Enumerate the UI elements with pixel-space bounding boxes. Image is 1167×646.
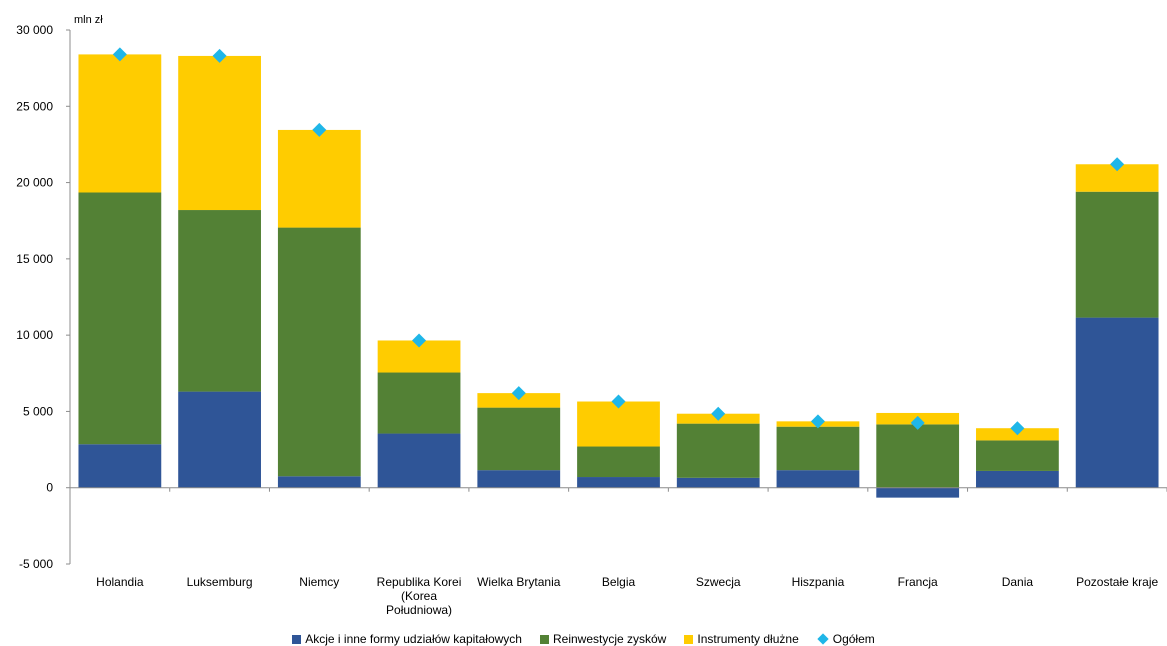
y-tick-label: 10 000 xyxy=(16,328,53,342)
total-marker xyxy=(112,47,127,62)
legend: Akcje i inne formy udziałów kapitałowych… xyxy=(0,632,1167,646)
bar-segment-equity xyxy=(676,477,760,488)
x-category-label: Pozostałe kraje xyxy=(1076,575,1158,589)
total-marker xyxy=(212,48,227,63)
y-unit-label: mln zł xyxy=(74,14,103,26)
bars-layer xyxy=(78,54,1159,498)
x-category-label: Niemcy xyxy=(299,575,339,589)
bar-segment-reinvested-earnings xyxy=(178,210,261,392)
total-marker xyxy=(312,122,327,137)
legend-label-reinvested-earnings: Reinwestycje zysków xyxy=(552,632,667,646)
bar-segment-equity xyxy=(776,470,860,488)
total-marker xyxy=(611,394,626,409)
bar-segment-reinvested-earnings xyxy=(477,407,561,471)
total-marker xyxy=(910,415,925,430)
bar-segment-reinvested-earnings xyxy=(776,426,860,471)
legend-item-total: Ogółem xyxy=(817,632,875,646)
y-tick-label: 20 000 xyxy=(16,176,53,190)
legend-label-total: Ogółem xyxy=(832,632,875,646)
legend-label-debt-instruments: Instrumenty dłużne xyxy=(697,632,799,646)
total-marker xyxy=(511,386,526,401)
legend-diamond-total xyxy=(817,633,829,645)
y-tick-label: 5 000 xyxy=(23,404,53,418)
bar-segment-equity xyxy=(1075,317,1159,488)
x-category-label: Republika Korei (Korea Południowa) xyxy=(377,575,462,617)
x-category-label: Belgia xyxy=(602,575,636,589)
y-tick-label: 0 xyxy=(46,481,53,495)
bar-segment-reinvested-earnings xyxy=(876,424,960,488)
x-category-label: Szwecja xyxy=(696,575,741,589)
x-category-label: Luksemburg xyxy=(187,575,253,589)
bar-segment-equity xyxy=(78,444,162,488)
bar-segment-equity xyxy=(876,487,960,498)
y-tick-label: 30 000 xyxy=(16,23,53,37)
bar-segment-reinvested-earnings xyxy=(976,440,1059,471)
bar-segment-equity xyxy=(577,477,660,488)
bar-segment-equity xyxy=(976,470,1059,488)
y-tick-label: -5 000 xyxy=(19,557,53,571)
x-category-label: Dania xyxy=(1002,575,1034,589)
x-category-label: Hiszpania xyxy=(792,575,845,589)
total-marker xyxy=(412,333,427,348)
bar-segment-reinvested-earnings xyxy=(277,227,361,477)
bar-segment-reinvested-earnings xyxy=(78,192,162,445)
bar-segment-debt-instruments xyxy=(78,54,162,193)
bar-segment-reinvested-earnings xyxy=(577,446,660,478)
total-marker xyxy=(1010,421,1025,436)
total-marker xyxy=(810,414,825,429)
y-tick-label: 25 000 xyxy=(16,99,53,113)
total-markers-layer xyxy=(112,47,1125,436)
y-tick-label: 15 000 xyxy=(16,252,53,266)
bar-segment-equity xyxy=(377,433,461,488)
x-category-label: Francja xyxy=(898,575,938,589)
y-axis: -5 000 0 5 000 10 000 15 000 20 000 25 000 30 0… xyxy=(16,23,71,571)
bar-segment-equity xyxy=(477,470,561,488)
legend-item-equity: Akcje i inne formy udziałów kapitałowych xyxy=(292,632,522,646)
legend-item-reinvested-earnings: Reinwestycje zysków xyxy=(539,632,667,646)
bar-segment-reinvested-earnings xyxy=(377,372,461,434)
bar-segment-debt-instruments xyxy=(577,401,660,447)
x-category-label: Wielka Brytania xyxy=(477,575,561,589)
bar-segment-reinvested-earnings xyxy=(1075,191,1159,318)
x-category-label: Holandia xyxy=(96,575,144,589)
bar-segment-debt-instruments xyxy=(277,129,361,228)
legend-label-equity: Akcje i inne formy udziałów kapitałowych xyxy=(305,632,522,646)
bar-segment-debt-instruments xyxy=(477,393,561,408)
bar-segment-equity xyxy=(178,391,261,488)
bar-segment-equity xyxy=(277,476,361,488)
legend-swatch-equity xyxy=(292,634,302,644)
total-marker xyxy=(711,406,726,421)
legend-swatch-reinvested-earnings xyxy=(539,634,549,644)
total-marker xyxy=(1110,157,1125,172)
legend-item-debt-instruments: Instrumenty dłużne xyxy=(684,632,799,646)
x-axis: Holandia Luksemburg Niemcy Republika Korei(… xyxy=(70,487,1167,617)
legend-swatch-debt-instruments xyxy=(684,634,694,644)
bar-segment-reinvested-earnings xyxy=(676,423,760,478)
bar-segment-debt-instruments xyxy=(178,55,261,211)
